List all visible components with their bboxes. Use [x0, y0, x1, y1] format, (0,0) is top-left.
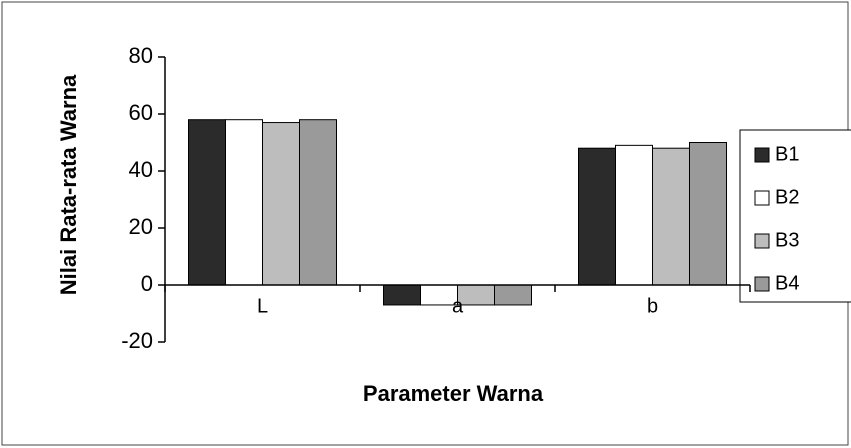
- x-tick-label: b: [647, 295, 658, 317]
- x-axis-label: Parameter Warna: [363, 381, 544, 406]
- y-tick-label: 40: [129, 157, 153, 182]
- legend-swatch: [754, 276, 770, 292]
- legend-swatch: [754, 190, 770, 206]
- legend-label: B4: [775, 272, 799, 294]
- legend-swatch: [754, 233, 770, 249]
- bar: [494, 284, 532, 306]
- legend-label: B2: [775, 186, 799, 208]
- bar: [299, 119, 337, 286]
- y-tick-label: 80: [129, 43, 153, 68]
- x-tick-label: a: [452, 295, 464, 317]
- bar: [188, 119, 226, 286]
- y-tick-label: 0: [141, 271, 153, 296]
- legend-label: B3: [775, 229, 799, 251]
- bar: [689, 142, 727, 286]
- legend-swatch: [754, 147, 770, 163]
- bar: [615, 144, 653, 286]
- bar: [383, 284, 421, 306]
- y-tick-label: -20: [121, 328, 153, 353]
- bar: [652, 147, 690, 286]
- bar: [262, 122, 300, 286]
- bar: [225, 119, 263, 286]
- y-tick-label: 60: [129, 100, 153, 125]
- y-tick-label: 20: [129, 214, 153, 239]
- legend-label: B1: [775, 143, 799, 165]
- bar: [578, 147, 616, 286]
- y-axis-label: Nilai Rata-rata Warna: [56, 74, 81, 295]
- x-tick-label: L: [257, 295, 268, 317]
